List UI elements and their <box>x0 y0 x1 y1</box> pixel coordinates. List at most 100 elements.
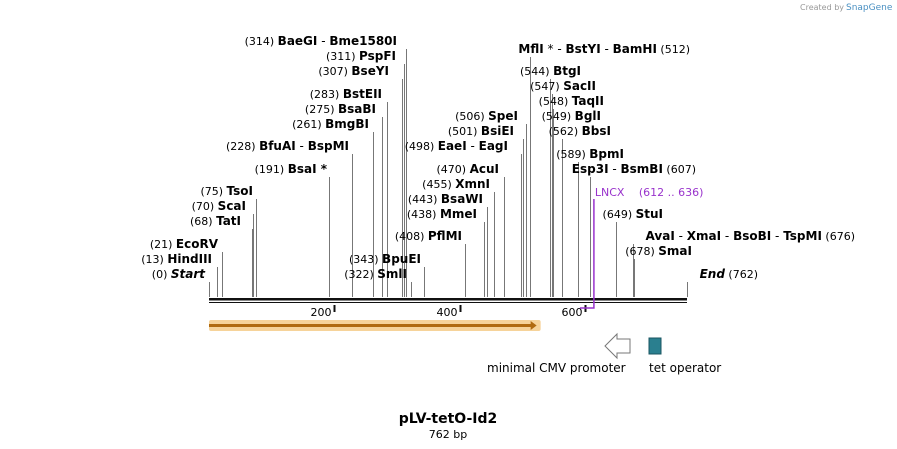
site-position: (21) <box>150 238 176 251</box>
site-position: (261) <box>292 118 325 131</box>
site-position: (228) <box>226 140 259 153</box>
site-label[interactable]: (70) ScaI <box>192 199 246 213</box>
enzyme-name: BsaWI <box>441 192 483 206</box>
site-position: (408) <box>395 230 428 243</box>
site-label[interactable]: (275) BsaBI <box>305 102 376 116</box>
enzyme-name: XmaI <box>687 229 721 243</box>
enzyme-name: PspFI <box>359 49 396 63</box>
legend: minimal CMV promoter tet operator <box>487 332 721 375</box>
site-separator: - <box>601 42 613 56</box>
site-label[interactable]: (438) MmeI <box>407 207 477 221</box>
site-labels: (0) Start(13) HindIII(21) EcoRV (68) TatI… <box>141 34 855 281</box>
site-position: (455) <box>422 178 455 191</box>
site-position: (343) <box>349 253 382 266</box>
enzyme-name: BspMI <box>308 139 349 153</box>
ruler-label: 600 <box>562 306 583 319</box>
site-label[interactable]: (13) HindIII <box>141 252 212 266</box>
site-separator: - <box>771 229 783 243</box>
operator-legend-icon <box>648 337 662 355</box>
site-position: (501) <box>448 125 481 138</box>
site-position: (307) <box>318 65 351 78</box>
site-label[interactable]: (314) BaeGI - Bme1580I <box>245 34 397 48</box>
enzyme-name: TaqII <box>572 94 604 108</box>
site-separator: - <box>317 34 329 48</box>
site-label[interactable]: (68) TatI <box>190 214 241 228</box>
site-label[interactable]: (0) Start <box>152 267 206 281</box>
enzyme-name: BtgI <box>553 64 581 78</box>
site-label[interactable]: (649) StuI <box>603 207 663 221</box>
site-label[interactable]: (589) BpmI <box>556 147 624 161</box>
site-label[interactable]: (549) BglI <box>542 109 601 123</box>
credit-snapgene: SnapGene <box>846 3 893 13</box>
site-label[interactable]: (261) BmgBI <box>292 117 369 131</box>
site-label[interactable]: (307) BseYI <box>318 64 389 78</box>
lncx-range: (612 .. 636) <box>639 186 704 199</box>
plasmid-size: 762 bp <box>429 428 467 441</box>
lncx-primer-feature[interactable]: LNCX (612 .. 636) <box>579 186 704 309</box>
orf-feature[interactable] <box>209 320 541 331</box>
site-label[interactable]: (343) BpuEI <box>349 252 421 266</box>
site-label[interactable]: (470) AcuI <box>437 162 500 176</box>
enzyme-name: BfuAI <box>259 139 296 153</box>
enzyme-name: SpeI <box>488 109 518 123</box>
lncx-primer-arrow <box>579 199 595 309</box>
site-position: (70) <box>192 200 218 213</box>
site-label[interactable]: (506) SpeI <box>455 109 518 123</box>
site-lines <box>209 49 688 303</box>
site-label[interactable]: AvaI - XmaI - BsoBI - TspMI (676) <box>646 229 855 243</box>
site-position: (607) <box>663 163 696 176</box>
operator-legend-label: tet operator <box>649 361 721 375</box>
site-position: (762) <box>725 268 758 281</box>
site-label[interactable]: (443) BsaWI <box>408 192 483 206</box>
site-separator: - <box>609 162 621 176</box>
ruler-label: 400 <box>437 306 458 319</box>
enzyme-name: TatI <box>216 214 241 228</box>
enzyme-name: BstEII <box>343 87 382 101</box>
sequence-backbone <box>209 298 687 301</box>
enzyme-name: BmgBI <box>325 117 369 131</box>
site-label[interactable]: (562) BbsI <box>549 124 611 138</box>
enzyme-name: SmaI <box>658 244 692 258</box>
site-label[interactable]: (21) EcoRV <box>150 237 219 251</box>
enzyme-name: BamHI <box>613 42 657 56</box>
site-label[interactable]: Esp3I - BsmBI (607) <box>572 162 696 176</box>
site-position: (322) <box>344 268 377 281</box>
site-label[interactable]: (311) PspFI <box>326 49 396 63</box>
site-label[interactable]: (501) BsiEI <box>448 124 514 138</box>
enzyme-name: SmlI <box>377 267 407 281</box>
site-label[interactable]: (678) SmaI <box>625 244 692 258</box>
enzyme-name: AvaI <box>646 229 675 243</box>
promoter-legend-label: minimal CMV promoter <box>487 361 626 375</box>
site-label[interactable]: (322) SmlI <box>344 267 407 281</box>
enzyme-name: BsaBI <box>338 102 376 116</box>
site-position: (544) <box>520 65 553 78</box>
enzyme-name: Esp3I <box>572 162 609 176</box>
site-separator: - <box>296 139 308 153</box>
site-label[interactable]: (75) TsoI <box>200 184 253 198</box>
enzyme-name: TspMI <box>783 229 822 243</box>
enzyme-name: BsiEI <box>481 124 514 138</box>
site-label[interactable]: (548) TaqII <box>539 94 604 108</box>
site-position: (443) <box>408 193 441 206</box>
site-position: (283) <box>310 88 343 101</box>
site-label[interactable]: (283) BstEII <box>310 87 382 101</box>
enzyme-name: Bme1580I <box>329 34 397 48</box>
enzyme-name: BseYI <box>351 64 389 78</box>
site-label[interactable]: (228) BfuAI - BspMI <box>226 139 349 153</box>
enzyme-name: BglI <box>575 109 601 123</box>
site-label[interactable]: (498) EaeI - EagI <box>405 139 508 153</box>
site-label[interactable]: End (762) <box>700 267 758 281</box>
site-label[interactable]: (408) PflMI <box>395 229 462 243</box>
site-label[interactable]: (547) SacII <box>530 79 596 93</box>
ruler-label: 200 <box>311 306 332 319</box>
promoter-legend-icon <box>604 332 631 360</box>
site-label[interactable]: (191) BsaI * <box>255 162 328 176</box>
credit-prefix: Created by <box>800 3 844 12</box>
site-label[interactable]: (455) XmnI <box>422 177 490 191</box>
enzyme-name: BpuEI <box>382 252 421 266</box>
site-position: (275) <box>305 103 338 116</box>
enzyme-name: BpmI <box>589 147 624 161</box>
site-label[interactable]: (544) BtgI <box>520 64 581 78</box>
enzyme-name: MflI <box>518 42 543 56</box>
site-label[interactable]: MflI * - BstYI - BamHI (512) <box>518 42 690 56</box>
